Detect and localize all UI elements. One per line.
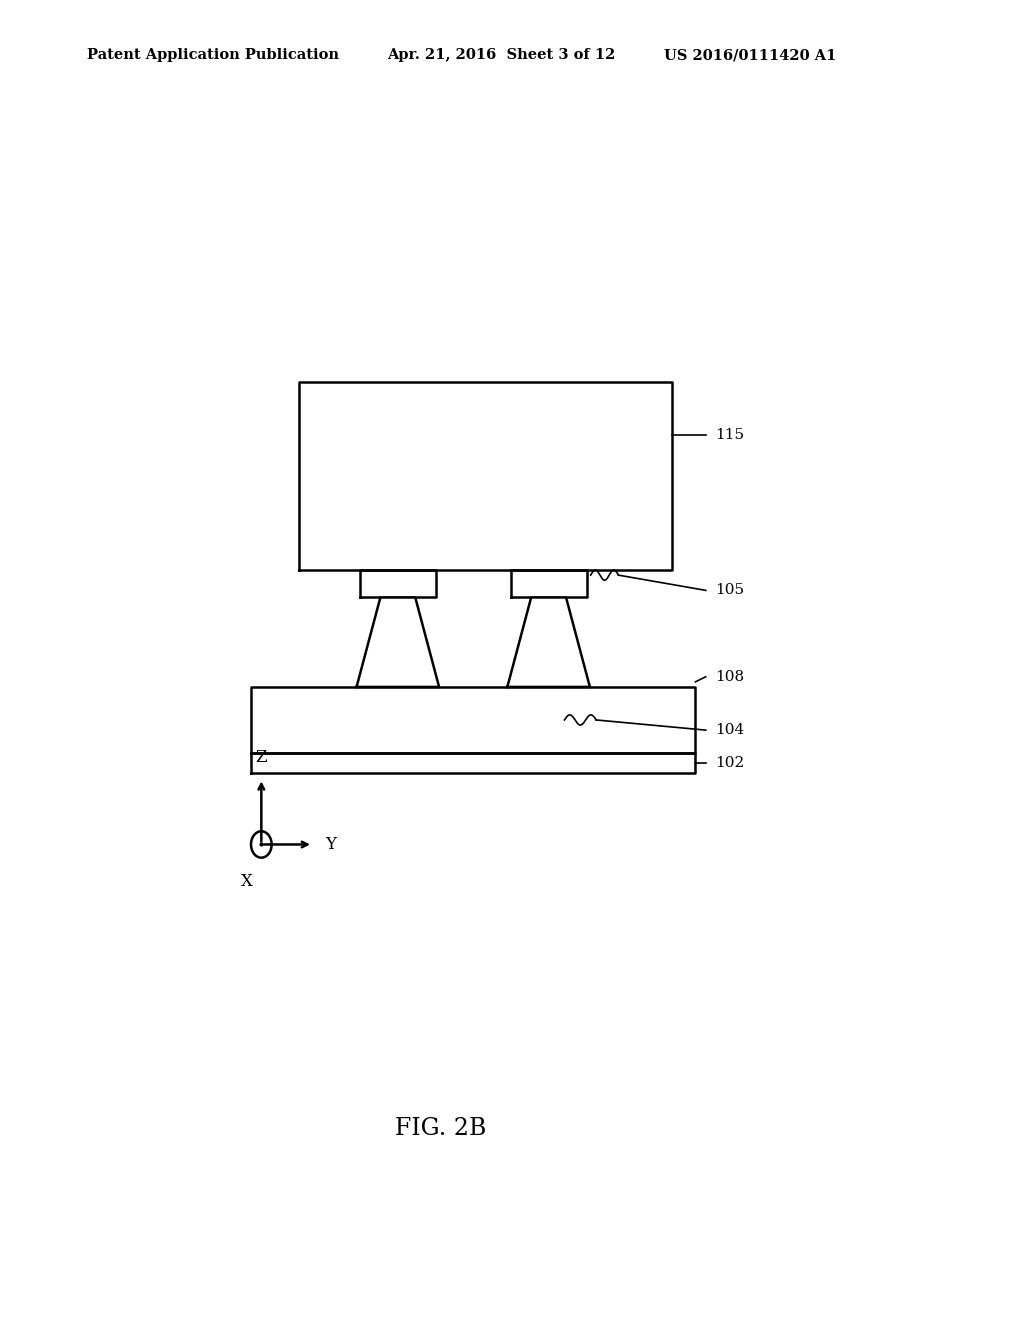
Text: 102: 102 [715,756,744,770]
Text: US 2016/0111420 A1: US 2016/0111420 A1 [664,49,836,62]
Polygon shape [299,381,672,570]
Text: 108: 108 [715,669,744,684]
Text: Patent Application Publication: Patent Application Publication [87,49,339,62]
Polygon shape [356,598,439,686]
Text: 115: 115 [715,429,744,442]
Polygon shape [251,752,695,774]
Text: 104: 104 [715,723,744,737]
Text: Z: Z [256,750,267,766]
Polygon shape [251,686,695,752]
Text: FIG. 2B: FIG. 2B [394,1117,486,1140]
Text: Apr. 21, 2016  Sheet 3 of 12: Apr. 21, 2016 Sheet 3 of 12 [387,49,615,62]
Polygon shape [507,598,590,686]
Text: 105: 105 [715,583,744,598]
Polygon shape [511,570,587,598]
Polygon shape [359,570,436,598]
Text: X: X [241,873,253,890]
Text: Y: Y [325,836,336,853]
